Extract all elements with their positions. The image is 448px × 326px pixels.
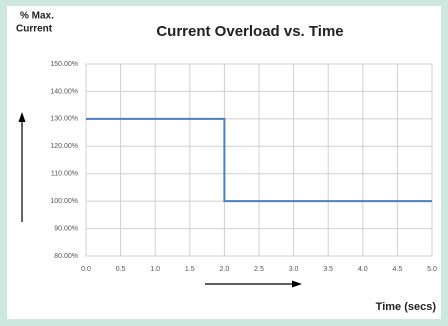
x-tick-label: 3.0 <box>289 266 299 273</box>
x-tick-label: 5.0 <box>427 266 437 273</box>
y-axis-label: Current <box>16 24 53 35</box>
x-axis-label: Time (secs) <box>376 301 437 313</box>
up-arrow-head <box>18 112 26 122</box>
y-tick-label: 150.00% <box>50 61 78 68</box>
chart-title: Current Overload vs. Time <box>156 23 343 40</box>
x-tick-label: 4.0 <box>358 266 368 273</box>
series-line <box>86 117 432 203</box>
x-tick-label: 0.5 <box>116 266 126 273</box>
right-arrow-head <box>292 280 302 288</box>
y-axis-label: % Max. <box>20 11 54 22</box>
x-tick-label: 2.5 <box>254 266 264 273</box>
x-tick-label: 2.0 <box>220 266 230 273</box>
y-tick-label: 110.00% <box>51 171 78 178</box>
x-tick-label: 3.5 <box>323 266 333 273</box>
y-tick-label: 80.00% <box>54 253 78 260</box>
y-tick-label: 130.00% <box>50 116 78 123</box>
x-tick-label: 4.5 <box>393 266 403 273</box>
y-tick-label: 140.00% <box>50 88 78 95</box>
plot: 80.00% 90.00% 100.00% 110.00% 120.00% 130.00%… <box>50 61 437 273</box>
y-tick-label: 100.00% <box>50 198 78 205</box>
y-tick-label: 120.00% <box>50 143 78 150</box>
x-tick-label: 0.0 <box>81 266 91 273</box>
x-tick-label: 1.5 <box>185 266 195 273</box>
y-tick-label: 90.00% <box>54 225 78 232</box>
x-tick-label: 1.0 <box>150 266 160 273</box>
